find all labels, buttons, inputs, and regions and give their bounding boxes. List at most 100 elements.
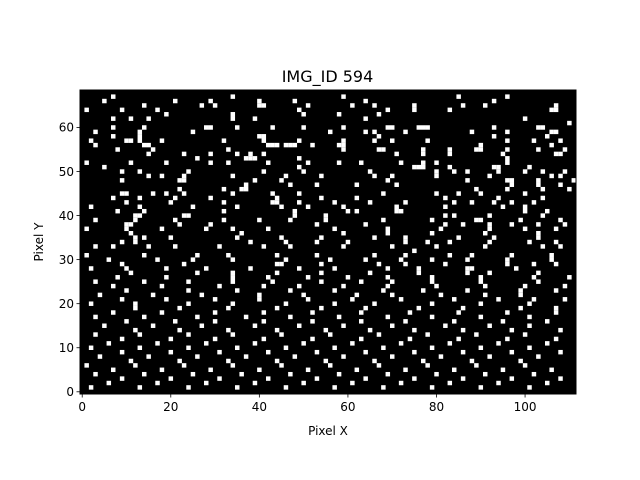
heatmap-cell [164, 297, 169, 302]
heatmap-cell [310, 319, 315, 324]
heatmap-cell [297, 107, 302, 113]
heatmap-cell [545, 208, 550, 214]
y-tick-label: 60 [59, 121, 74, 135]
heatmap-cell [208, 367, 213, 373]
heatmap-cell [536, 178, 541, 183]
heatmap-cell [226, 147, 231, 152]
heatmap-cell [443, 222, 448, 227]
heatmap-cell [483, 292, 488, 298]
heatmap-cell [491, 134, 497, 139]
heatmap-cell [385, 125, 391, 130]
heatmap-cell [146, 116, 151, 121]
heatmap-cell [381, 288, 386, 293]
heatmap-cell [403, 129, 408, 135]
heatmap-cell [500, 319, 506, 324]
x-axis: 0 20 40 60 80 100 [78, 394, 537, 414]
heatmap-cell [292, 354, 298, 359]
heatmap-cell [319, 270, 324, 276]
heatmap-cell [447, 380, 453, 386]
heatmap-cell [261, 244, 267, 249]
heatmap-cell [159, 283, 165, 289]
heatmap-cell [297, 164, 302, 170]
heatmap-cell [332, 288, 337, 293]
heatmap-cell [261, 310, 267, 315]
heatmap-cell [283, 142, 289, 148]
heatmap-cell [226, 327, 231, 333]
heatmap-cell [474, 186, 479, 192]
heatmap-cell [102, 323, 107, 328]
heatmap-cell [128, 160, 134, 165]
heatmap-cell [491, 125, 497, 130]
heatmap-cell [416, 270, 422, 276]
heatmap-cell [226, 305, 231, 311]
heatmap-cell [137, 134, 143, 139]
heatmap-cell [381, 147, 386, 152]
heatmap-cell [235, 235, 240, 240]
heatmap-cell [283, 257, 289, 262]
heatmap-cell [252, 380, 258, 386]
heatmap-cell [133, 301, 138, 306]
heatmap-cell [119, 297, 125, 302]
heatmap-cell [248, 156, 253, 161]
heatmap-cell [221, 138, 227, 143]
heatmap-cell [217, 244, 222, 249]
heatmap-cell [310, 142, 315, 148]
heatmap-cell [314, 182, 320, 187]
heatmap-cell [562, 222, 568, 227]
heatmap-cell [558, 244, 563, 249]
heatmap-cell [474, 363, 479, 368]
heatmap-cell [93, 314, 98, 320]
heatmap-cell [385, 314, 391, 320]
heatmap-cell [168, 349, 174, 355]
heatmap-cell [390, 125, 395, 130]
heatmap-cell [505, 160, 510, 165]
heatmap-cell [319, 173, 324, 179]
heatmap-cell [487, 222, 492, 227]
heatmap-cell [540, 169, 546, 174]
heatmap-cell [549, 253, 554, 258]
heatmap-cell [137, 204, 143, 210]
heatmap-cell [115, 147, 120, 152]
heatmap-cell [536, 125, 541, 130]
heatmap-cell [257, 103, 262, 108]
heatmap-cell [208, 195, 213, 201]
heatmap-cell [212, 336, 218, 342]
heatmap-cell [288, 288, 293, 293]
heatmap-cell [266, 376, 271, 381]
heatmap-cell [545, 341, 550, 346]
heatmap-cell [261, 319, 267, 324]
heatmap-cell [505, 336, 510, 342]
heatmap-cell [301, 112, 306, 117]
heatmap-cell [119, 261, 125, 267]
heatmap-cell [505, 310, 510, 315]
heatmap-cell [398, 208, 404, 214]
heatmap-cell [146, 244, 151, 249]
heatmap-cell [88, 345, 94, 350]
x-tick-label: 0 [78, 400, 86, 414]
heatmap-cell [536, 182, 541, 187]
heatmap-cell [412, 248, 417, 254]
heatmap-cell [164, 191, 169, 196]
heatmap-cell [509, 222, 515, 227]
heatmap-cell [363, 305, 368, 311]
heatmap-cell [279, 178, 284, 183]
heatmap-cell [518, 358, 523, 364]
heatmap-cell [553, 305, 559, 311]
heatmap-cell [168, 376, 174, 381]
heatmap-cell [452, 319, 457, 324]
heatmap-cell [390, 138, 395, 143]
heatmap-cell [421, 147, 426, 152]
heatmap-cell [505, 186, 510, 192]
heatmap-cell [536, 270, 541, 276]
heatmap-cell [549, 142, 554, 148]
heatmap-cell [412, 164, 417, 170]
heatmap-cell [398, 297, 404, 302]
y-tick-label: 40 [59, 209, 74, 223]
heatmap-cell [257, 292, 262, 298]
heatmap-cell [452, 297, 457, 302]
heatmap-cell [270, 142, 275, 148]
heatmap-cell [345, 239, 351, 245]
heatmap-cell [319, 261, 324, 267]
heatmap-cell [522, 169, 528, 174]
heatmap-cell [456, 94, 461, 99]
